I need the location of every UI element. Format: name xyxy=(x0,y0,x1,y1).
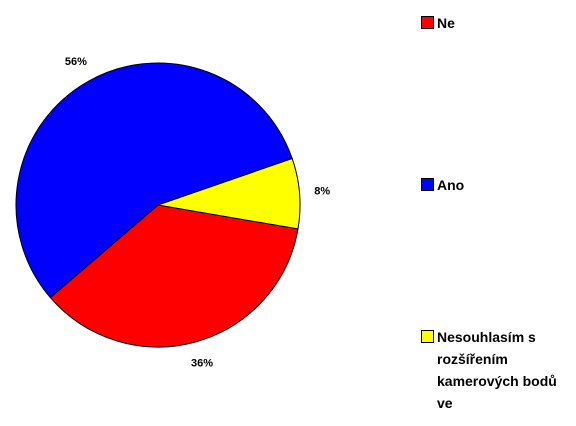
legend-label: Nesouhlasím s rozšířením kamerových bodů… xyxy=(437,329,557,411)
data-label: 56% xyxy=(65,56,87,68)
data-label: 8% xyxy=(314,185,330,197)
legend-item: Ano xyxy=(421,174,571,196)
pie-slice xyxy=(49,204,299,348)
legend-swatch xyxy=(421,16,434,29)
pie-slice xyxy=(157,157,301,230)
legend-item: Nesouhlasím s rozšířením kamerových bodů… xyxy=(421,326,571,414)
pie-slice xyxy=(15,62,293,299)
data-label: 36% xyxy=(191,358,213,370)
legend-swatch xyxy=(421,330,434,343)
legend-label: Ne xyxy=(437,15,455,31)
legend-swatch xyxy=(421,178,434,191)
legend-item: Ne xyxy=(421,12,571,34)
legend-label: Ano xyxy=(437,177,465,193)
